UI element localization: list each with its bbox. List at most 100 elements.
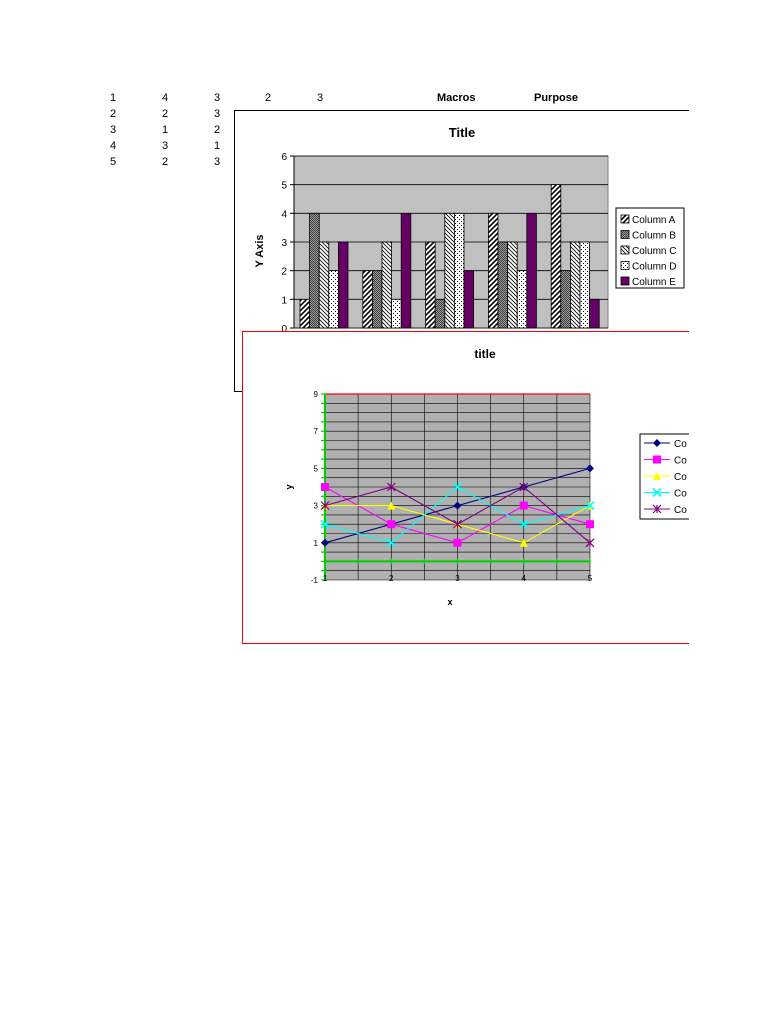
cell-r1-c4[interactable]: 2: [265, 92, 272, 104]
line-chart-svg: title x y -1 1 3 5 7 9 1 2 3 4 5 Co Co Co Co Co: [284, 347, 689, 607]
line-legend-label: Co: [674, 439, 687, 450]
purpose-header: Purpose: [534, 92, 579, 104]
bar-legend-swatch: [620, 230, 630, 239]
line-point: [585, 538, 595, 548]
bar-column-c-4: [507, 241, 518, 329]
line-xtick-label: 3: [455, 574, 460, 583]
bar-ytick-label: 1: [281, 295, 287, 306]
line-point: [453, 519, 462, 529]
cell-r5-c2[interactable]: 2: [162, 156, 169, 168]
bar-legend-label: Column C: [632, 246, 676, 257]
bar-legend-label: Column E: [632, 277, 676, 288]
line-point: [652, 504, 662, 514]
bar-column-b-3: [434, 298, 446, 329]
line-point: [453, 538, 462, 547]
line-xtick-label: 5: [588, 574, 593, 583]
bar-chart-title: Title: [449, 125, 476, 140]
cell-r1-c2[interactable]: 4: [162, 92, 169, 104]
bar-column-a-1: [299, 298, 311, 329]
line-ytick-label: 5: [314, 464, 319, 473]
cell-r5-c1[interactable]: 5: [110, 156, 117, 168]
bar-column-a-3: [425, 241, 436, 329]
bar-column-c-5: [569, 241, 581, 329]
line-point: [320, 501, 330, 511]
line-ytick-label: 1: [314, 539, 319, 548]
macros-header: Macros: [437, 92, 476, 104]
line-legend-label: Co: [674, 505, 687, 516]
bar-column-d-3: [453, 212, 465, 329]
cell-r2-c2[interactable]: 2: [162, 108, 169, 120]
line-point: [653, 472, 661, 480]
line-xtick-label: 4: [522, 574, 527, 583]
bar-column-d-1: [328, 270, 339, 329]
line-legend-label: Co: [674, 456, 687, 467]
line-point: [452, 482, 463, 492]
line-legend-label: Co: [674, 472, 687, 483]
bar-chart-ylabel: Y Axis: [254, 234, 266, 267]
line-point: [453, 501, 462, 510]
line-point: [321, 538, 329, 547]
bar-column-e-1: [338, 241, 349, 329]
line-point: [519, 519, 529, 529]
bar-column-c-2: [381, 241, 393, 329]
bar-column-a-4: [487, 212, 499, 329]
line-ytick-label: -1: [311, 576, 319, 585]
bar-ytick-label: 6: [281, 152, 287, 163]
bar-column-e-4: [526, 212, 537, 329]
bar-column-b-4: [497, 241, 509, 329]
cell-r2-c1[interactable]: 2: [110, 108, 117, 120]
line-point: [585, 501, 595, 511]
line-point: [387, 520, 396, 529]
bar-ytick-label: 0: [281, 324, 287, 335]
bar-column-d-2: [391, 298, 402, 329]
line-ytick-label: 7: [314, 427, 319, 436]
line-chart-xlabel: x: [447, 597, 452, 607]
bar-legend-swatch: [620, 245, 630, 255]
line-ytick-label: 3: [314, 502, 319, 511]
bar-column-d-4: [516, 270, 528, 329]
bar-ytick-label: 5: [281, 181, 287, 192]
bar-column-d-5: [579, 241, 591, 329]
bar-column-c-1: [318, 241, 330, 329]
bar-chart-svg: Title Y Axis 0 1 2 3 4 5 6 Column A Column B Colu…: [254, 125, 685, 335]
cell-r4-c2[interactable]: 3: [162, 140, 169, 152]
line-chart[interactable]: title x y -1 1 3 5 7 9 1 2 3 4 5 Co Co Co Co Co: [242, 331, 689, 644]
bar-legend-swatch: [620, 261, 630, 270]
cell-r4-c3[interactable]: 1: [214, 140, 221, 152]
bar-column-e-3: [463, 270, 475, 329]
bar-column-b-5: [560, 270, 571, 329]
line-point: [653, 455, 661, 464]
cell-r3-c3[interactable]: 2: [214, 124, 221, 136]
cell-r1-c3[interactable]: 3: [214, 92, 221, 104]
bar-ytick-label: 3: [281, 238, 287, 249]
cell-r1-c1[interactable]: 1: [110, 92, 117, 104]
line-point: [387, 501, 396, 510]
bar-column-b-2: [371, 270, 383, 329]
line-point: [586, 464, 594, 473]
bar-legend-label: Column B: [632, 231, 676, 242]
bar-column-c-3: [444, 212, 455, 329]
cell-r1-c5[interactable]: 3: [317, 92, 324, 104]
cell-r3-c2[interactable]: 1: [162, 124, 169, 136]
bar-ytick-label: 4: [281, 209, 287, 220]
bar-legend-label: Column A: [632, 215, 676, 226]
line-point: [519, 501, 528, 510]
bar-column-a-5: [550, 184, 562, 329]
line-point: [652, 487, 662, 498]
line-point: [320, 519, 330, 529]
bar-legend-swatch: [620, 214, 630, 224]
line-point: [519, 482, 529, 492]
bar-legend-label: Column D: [632, 262, 676, 273]
line-point: [321, 483, 329, 491]
cell-r3-c1[interactable]: 3: [110, 124, 117, 136]
bar-column-a-2: [362, 270, 373, 329]
bar-ytick-label: 2: [281, 267, 287, 278]
line-chart-ylabel: y: [284, 484, 294, 489]
cell-r5-c3[interactable]: 3: [214, 156, 221, 168]
line-ytick-label: 9: [314, 390, 319, 399]
line-point: [386, 538, 396, 548]
cell-r2-c3[interactable]: 3: [214, 108, 221, 120]
line-point: [386, 482, 396, 492]
cell-r4-c1[interactable]: 4: [110, 140, 117, 152]
bar-legend-swatch: [620, 276, 630, 286]
